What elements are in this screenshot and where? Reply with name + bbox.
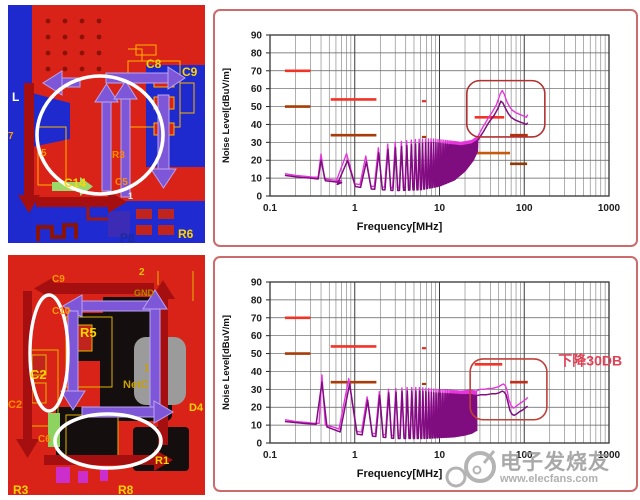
x-axis-label: Frequency[MHz]	[357, 468, 443, 480]
ref-label-1: 1	[144, 363, 150, 374]
svg-text:20: 20	[251, 156, 263, 167]
svg-text:90: 90	[251, 278, 263, 289]
emi-chart-after: 0 10 20 30 40 50 60 70 80 90 0.1 1 10 100 1000 Frequenc…	[213, 256, 638, 492]
ref-label-R8: R8	[118, 483, 134, 495]
x-axis-label: Frequency[MHz]	[357, 221, 443, 233]
annotation-text: 下降30DB	[558, 353, 622, 369]
ref-label-R3: R3	[13, 483, 29, 495]
limit-lines	[284, 316, 528, 386]
ref-label-C7: 7	[8, 131, 14, 142]
svg-text:10: 10	[434, 203, 446, 214]
highlight-box	[466, 79, 546, 138]
ref-label-C6: C6	[38, 434, 51, 445]
ref-label-1: 1	[128, 191, 133, 201]
pcb-bottom-svg: C9 2 GND C10 R5 C2 C2 1 NetC D4 C6 R1 R3…	[8, 255, 205, 495]
ref-label-R5: 5	[41, 148, 47, 159]
ref-label-C8: C8	[146, 57, 162, 71]
plot-frame	[269, 34, 610, 197]
ref-label-R3: R3	[112, 150, 125, 161]
svg-text:0.1: 0.1	[263, 450, 277, 461]
highlight-ellipse-left	[28, 293, 70, 413]
pcb-trace	[36, 223, 78, 241]
emi-chart-after-plot: 0 10 20 30 40 50 60 70 80 90 0.1 1 10 100 1000 Frequenc…	[221, 278, 622, 481]
pcb-pad	[136, 209, 152, 219]
svg-text:40: 40	[251, 367, 263, 378]
noise-trace-dark	[284, 381, 529, 440]
noise-trace-dark	[284, 100, 529, 192]
ref-label-R6: R6	[178, 227, 194, 241]
pcb-pad	[158, 225, 174, 235]
svg-text:30: 30	[251, 385, 263, 396]
ref-label-C10: C10	[52, 306, 71, 317]
current-loop-arrow-darkred	[18, 83, 127, 213]
svg-text:90: 90	[251, 31, 263, 42]
highlight-box	[469, 358, 548, 421]
ref-label-C2: C2	[30, 367, 47, 382]
pcb-blue-wedge	[32, 93, 70, 147]
current-loop-arrow-purple	[60, 289, 174, 424]
svg-text:30: 30	[251, 138, 263, 149]
pcb-via-grid	[45, 18, 102, 72]
ref-label-2: 2	[139, 267, 145, 278]
ref-label-R1: R1	[155, 455, 169, 467]
svg-text:100: 100	[516, 450, 533, 461]
current-loop-arrow-darkred	[16, 277, 175, 471]
svg-text:0.1: 0.1	[263, 203, 277, 214]
svg-text:60: 60	[251, 331, 263, 342]
svg-text:20: 20	[251, 403, 263, 414]
svg-text:10: 10	[434, 450, 446, 461]
ref-label-P8: P8	[120, 231, 135, 243]
svg-text:40: 40	[251, 120, 263, 131]
ref-label-C5: C5	[115, 177, 128, 188]
highlight-ellipse-bottom	[53, 412, 163, 470]
pcb-layout-image-top: L 7 C8 C9 5 R3 C14 C5 1 P8 R6	[8, 5, 205, 243]
svg-text:100: 100	[516, 203, 533, 214]
svg-text:50: 50	[251, 349, 263, 360]
pcb-pad	[136, 225, 152, 235]
svg-text:70: 70	[251, 66, 263, 77]
svg-text:80: 80	[251, 48, 263, 59]
axis-tick-labels: 0 10 20 30 40 50 60 70 80 90 0.1 1 10 100 1000	[251, 31, 621, 215]
pcb-top-svg: L 7 C8 C9 5 R3 C14 C5 1 P8 R6	[8, 5, 205, 243]
ref-label-C2b: C2	[8, 399, 22, 411]
y-axis-label: Noise Level[dBuV/m]	[221, 68, 232, 163]
plot-frame	[269, 281, 610, 444]
svg-text:0: 0	[256, 192, 262, 203]
svg-text:50: 50	[251, 102, 263, 113]
svg-text:10: 10	[251, 174, 263, 185]
ref-label-NetC: NetC	[123, 379, 149, 391]
pcb-layout-image-bottom: C9 2 GND C10 R5 C2 C2 1 NetC D4 C6 R1 R3…	[8, 255, 205, 495]
svg-text:0: 0	[256, 439, 262, 450]
ref-label-D4: D4	[189, 402, 204, 414]
pcb-pad	[108, 211, 130, 237]
axis-tick-labels: 0 10 20 30 40 50 60 70 80 90 0.1 1 10 100 1000	[251, 278, 621, 462]
emi-chart-before-plot: 0 10 20 30 40 50 60 70 80 90 0.1 1 10 100 1000 Frequenc…	[221, 31, 621, 234]
ref-label-R5: R5	[80, 325, 97, 340]
ref-label-C9: C9	[182, 65, 198, 79]
svg-text:10: 10	[251, 421, 263, 432]
highlight-circle	[35, 74, 165, 196]
svg-text:1: 1	[352, 450, 358, 461]
svg-text:70: 70	[251, 313, 263, 324]
svg-text:80: 80	[251, 295, 263, 306]
ref-label-C14: C14	[64, 176, 86, 190]
svg-text:60: 60	[251, 84, 263, 95]
y-axis-label: Noise Level[dBuV/m]	[221, 315, 232, 410]
svg-text:1000: 1000	[598, 203, 621, 214]
svg-text:1000: 1000	[598, 450, 621, 461]
pcb-magenta-pads	[56, 467, 108, 483]
ref-label-GND: GND	[134, 288, 155, 298]
ref-label-C9: C9	[52, 274, 65, 285]
svg-text:1: 1	[352, 203, 358, 214]
pcb-pad	[158, 209, 174, 219]
ref-label-L: L	[12, 90, 19, 104]
emi-chart-before: 0 10 20 30 40 50 60 70 80 90 0.1 1 10 100 1000 Frequenc…	[213, 9, 638, 247]
